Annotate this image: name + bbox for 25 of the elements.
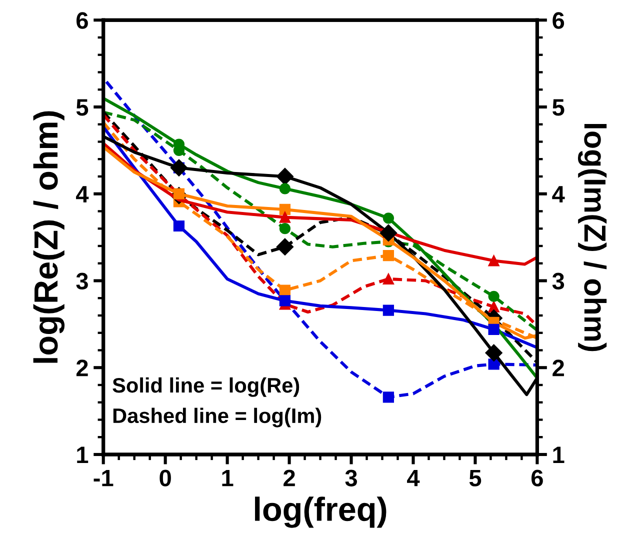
y2-tick-label: 4 <box>552 186 565 202</box>
annotation: Dashed line = log(Im) <box>113 408 322 428</box>
x-axis-title: log(freq) <box>255 496 386 528</box>
y2-axis-title: log(Im(Z) / ohm) <box>578 124 607 352</box>
y2-tick-label: 1 <box>553 446 564 464</box>
x-tick-label: 2 <box>284 470 295 486</box>
x-tick-label: 0 <box>160 470 171 486</box>
y-tick-label: 4 <box>76 186 89 202</box>
y-tick-label: 3 <box>76 272 88 290</box>
x-tick-label: 5 <box>469 470 482 486</box>
x-tick-label: 1 <box>222 470 234 486</box>
x-tick-label: 6 <box>531 470 543 486</box>
y2-tick-label: 5 <box>552 99 564 116</box>
x-tick-label: 3 <box>345 470 357 486</box>
y-tick-label: 6 <box>76 12 88 29</box>
y-tick-label: 5 <box>76 99 88 116</box>
y-axis-title: log(Re(Z) / ohm) <box>33 111 65 363</box>
y-tick-label: 1 <box>77 446 88 464</box>
x-tick-label: -1 <box>94 470 114 486</box>
y2-tick-label: 3 <box>552 272 564 290</box>
y2-tick-label: 6 <box>552 12 564 29</box>
y2-tick-label: 2 <box>552 360 564 376</box>
y-tick-label: 2 <box>76 360 88 376</box>
x-tick-label: 4 <box>407 470 420 486</box>
annotation: Solid line = log(Re) <box>112 377 300 397</box>
